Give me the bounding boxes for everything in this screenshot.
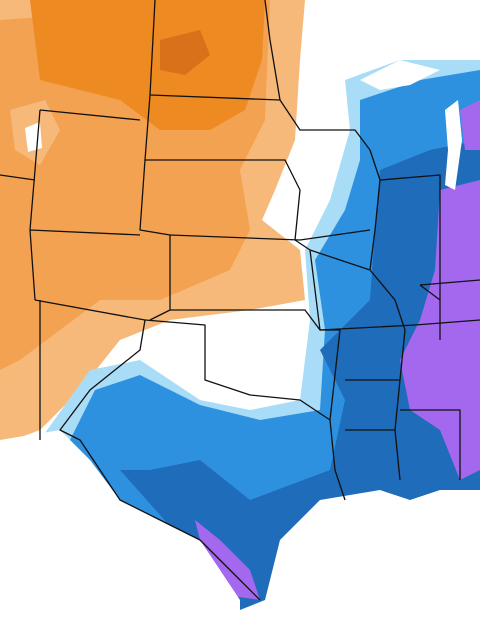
cold-anomaly-michigan (460, 100, 480, 150)
lake-michigan (445, 100, 462, 190)
border (345, 279, 480, 480)
mexico (0, 430, 240, 640)
border (170, 309, 321, 331)
border (369, 149, 406, 481)
border (149, 0, 281, 101)
border (145, 159, 341, 421)
warm-anomaly-darkest (160, 30, 210, 75)
border (279, 99, 416, 331)
border (59, 319, 261, 601)
border (144, 319, 346, 501)
gulf-of-mexico (240, 490, 480, 640)
lake-superior (360, 60, 440, 90)
border (379, 174, 441, 340)
cold-anomaly-south-texas (195, 520, 260, 600)
border (0, 109, 146, 440)
state-borders (0, 0, 480, 601)
border (169, 234, 301, 241)
